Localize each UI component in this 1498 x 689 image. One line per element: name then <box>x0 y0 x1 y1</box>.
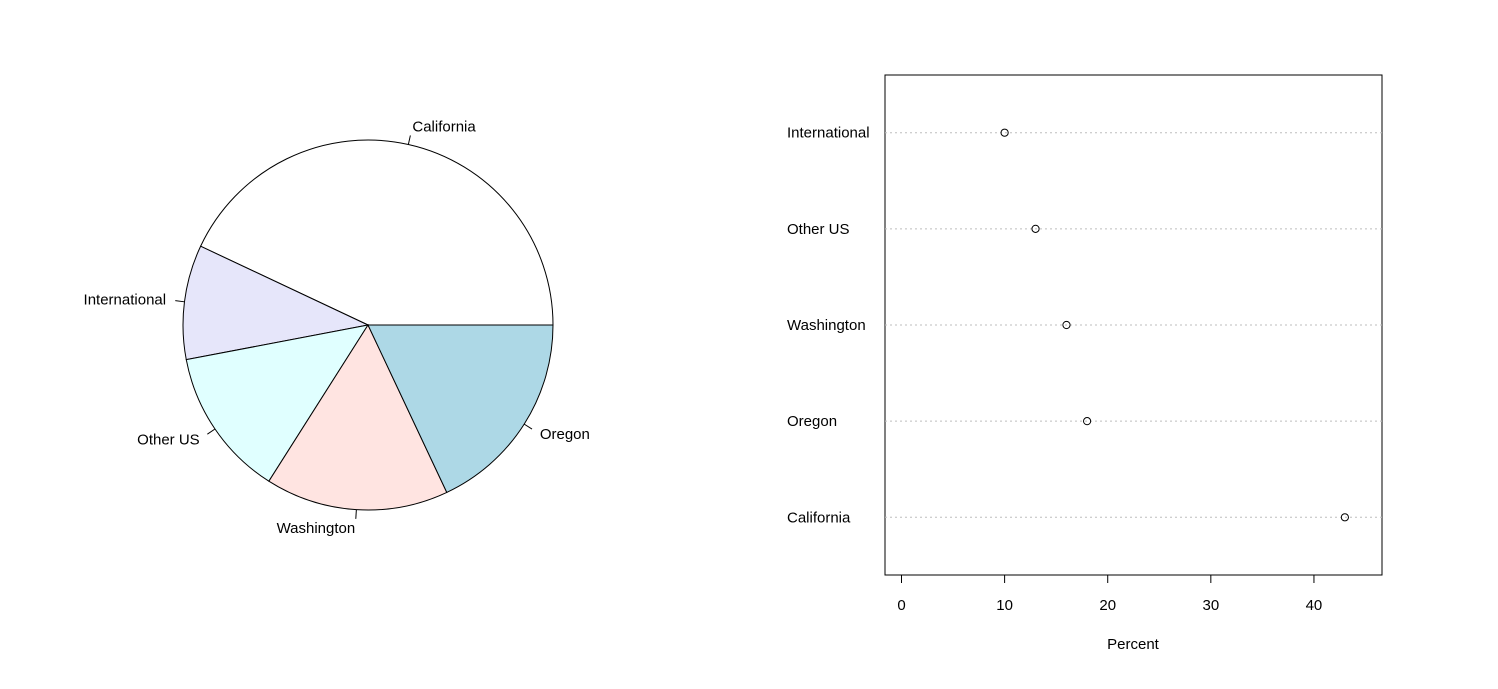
data-points <box>1000 128 1349 522</box>
pie-label-oregon: Oregon <box>540 426 590 443</box>
category-labels: California Oregon Washington Other US Intern… <box>787 125 870 527</box>
pie-label-tick-international <box>175 300 185 303</box>
x-axis-label: Percent <box>1107 636 1160 653</box>
pie-slice-california <box>199 139 554 326</box>
x-tick-label-0: 0 <box>897 597 905 614</box>
gridlines <box>885 132 1382 518</box>
category-label-oregon: Oregon <box>787 413 837 430</box>
category-label-washington: Washington <box>787 317 866 334</box>
pie-slice-washington <box>268 323 448 511</box>
pie-slice-other-us <box>185 324 370 482</box>
pie-slice-oregon <box>367 324 554 494</box>
x-tick-label-30: 30 <box>1202 597 1219 614</box>
pie-label-other-us: Other US <box>137 431 200 448</box>
plot-frame <box>884 74 1383 576</box>
point-international <box>1000 128 1009 137</box>
pie-label-tick-oregon <box>523 423 533 430</box>
pie-label-california: California <box>412 118 476 135</box>
pie-label-tick-washington <box>355 509 357 519</box>
pie-label-tick-california <box>407 135 411 145</box>
point-washington <box>1062 320 1071 330</box>
x-tick-label-40: 40 <box>1306 597 1323 614</box>
x-axis: 0 10 20 30 40 <box>897 574 1323 614</box>
point-other-us <box>1031 224 1040 233</box>
category-label-international: International <box>787 125 870 142</box>
dot-chart: California Oregon Washington Other US Intern… <box>787 74 1383 653</box>
pie-label-international: International <box>84 291 167 308</box>
category-label-other-us: Other US <box>787 221 850 238</box>
pie-label-tick-other-us <box>207 428 216 435</box>
pie-slice-international <box>182 245 370 361</box>
point-oregon <box>1083 417 1092 426</box>
x-tick-label-10: 10 <box>996 597 1013 614</box>
pie-chart: California International Other US Washingto… <box>84 118 590 537</box>
point-california <box>1340 513 1349 522</box>
pie-label-washington: Washington <box>277 520 356 537</box>
x-tick-label-20: 20 <box>1099 597 1116 614</box>
category-label-california: California <box>787 509 851 526</box>
